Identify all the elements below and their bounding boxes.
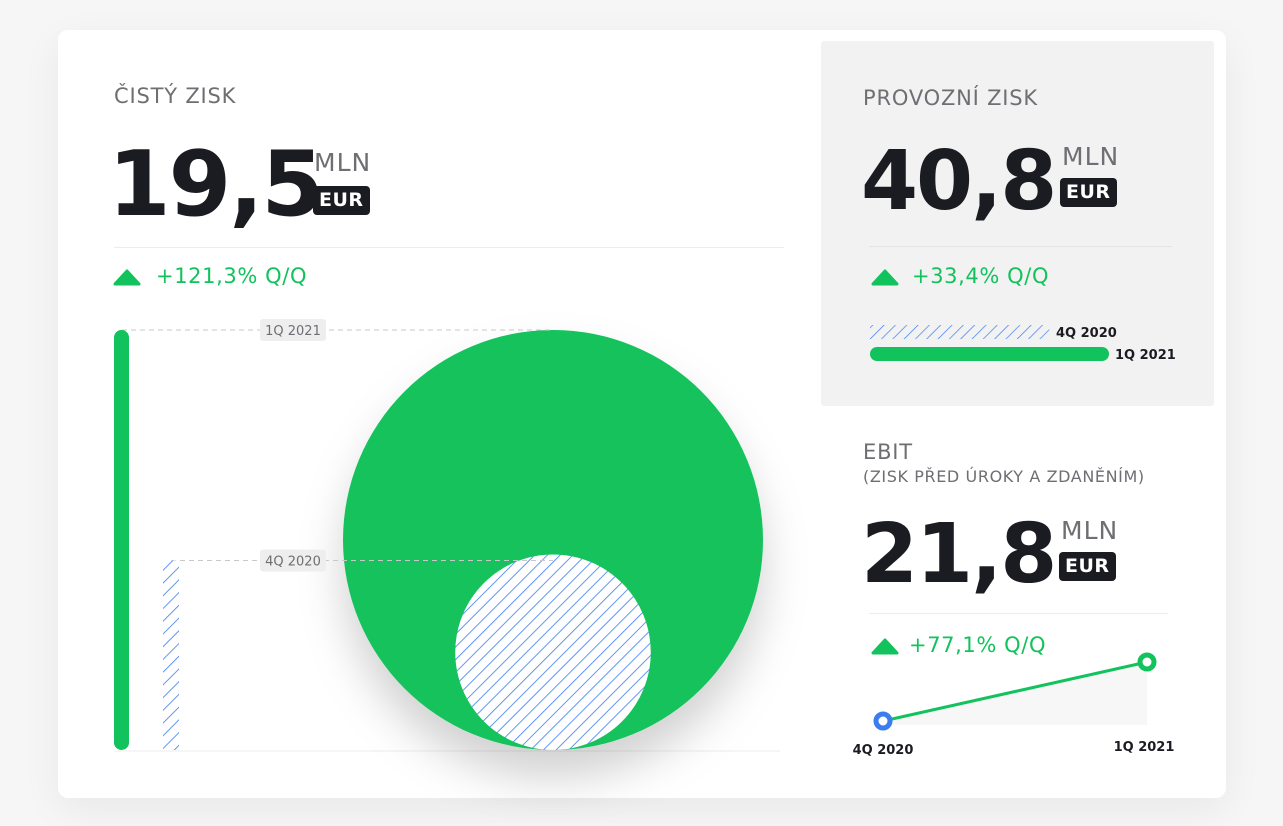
label-1q-2021-bg — [260, 319, 326, 341]
ebit-chart: 4Q 2020 1Q 2021 — [853, 652, 1175, 758]
circle-4q-2020 — [455, 554, 651, 750]
hbar-label-4q-2020: 4Q 2020 — [1056, 326, 1117, 341]
operating-profit-label: PROVOZNÍ ZISK — [863, 86, 1038, 110]
ebit-label: EBIT — [863, 440, 913, 464]
hbar-label-1q-2021: 1Q 2021 — [1115, 348, 1176, 363]
net-profit-value: 19,5 — [108, 132, 324, 237]
bar-4q-2020 — [163, 560, 179, 750]
operating-profit-change: +33,4% Q/Q — [912, 264, 1050, 288]
ebit-sublabel: (ZISK PŘED ÚROKY A ZDANĚNÍM) — [863, 467, 1145, 486]
ebit-point-1q-2021 — [1137, 652, 1157, 672]
net-profit-label: ČISTÝ ZISK — [114, 84, 237, 108]
net-profit-change: +121,3% Q/Q — [156, 264, 308, 288]
ebit-up-triangle-icon — [871, 638, 899, 655]
operating-profit-unit: MLN — [1062, 142, 1120, 171]
ebit-divider — [869, 613, 1168, 614]
hbar-4q-2020 — [870, 325, 1050, 339]
net-profit-divider — [114, 247, 784, 248]
ebit-change: +77,1% Q/Q — [909, 633, 1047, 657]
hbar-1q-2021 — [870, 347, 1109, 361]
operating-profit-panel — [821, 41, 1214, 406]
operating-profit-currency-badge: EUR — [1060, 178, 1117, 207]
ebit-value: 21,8 — [861, 507, 1057, 602]
label-4q-2020: 4Q 2020 — [265, 554, 321, 569]
ebit-point-4q-2020 — [873, 711, 893, 731]
ebit-unit: MLN — [1061, 516, 1119, 545]
circle-1q-2021 — [343, 330, 763, 750]
ebit-line — [882, 660, 1148, 723]
net-profit-currency-badge: EUR — [313, 186, 370, 215]
label-1q-2021: 1Q 2021 — [265, 324, 321, 339]
operating-profit-up-triangle-icon — [871, 269, 899, 286]
bar-1q-2021 — [114, 330, 129, 750]
ebit-x-label-1q-2021: 1Q 2021 — [1114, 740, 1175, 755]
ebit-currency-badge: EUR — [1059, 552, 1116, 581]
ebit-x-label-4q-2020: 4Q 2020 — [853, 743, 914, 758]
operating-profit-value: 40,8 — [861, 134, 1057, 229]
operating-profit-chart: 4Q 2020 1Q 2021 — [870, 325, 1176, 363]
net-profit-unit: MLN — [314, 148, 372, 177]
label-4q-2020-bg — [260, 549, 326, 572]
net-profit-chart: 1Q 2021 4Q 2020 — [114, 319, 780, 752]
operating-profit-divider — [869, 246, 1172, 247]
net-profit-up-triangle-icon — [113, 269, 141, 286]
